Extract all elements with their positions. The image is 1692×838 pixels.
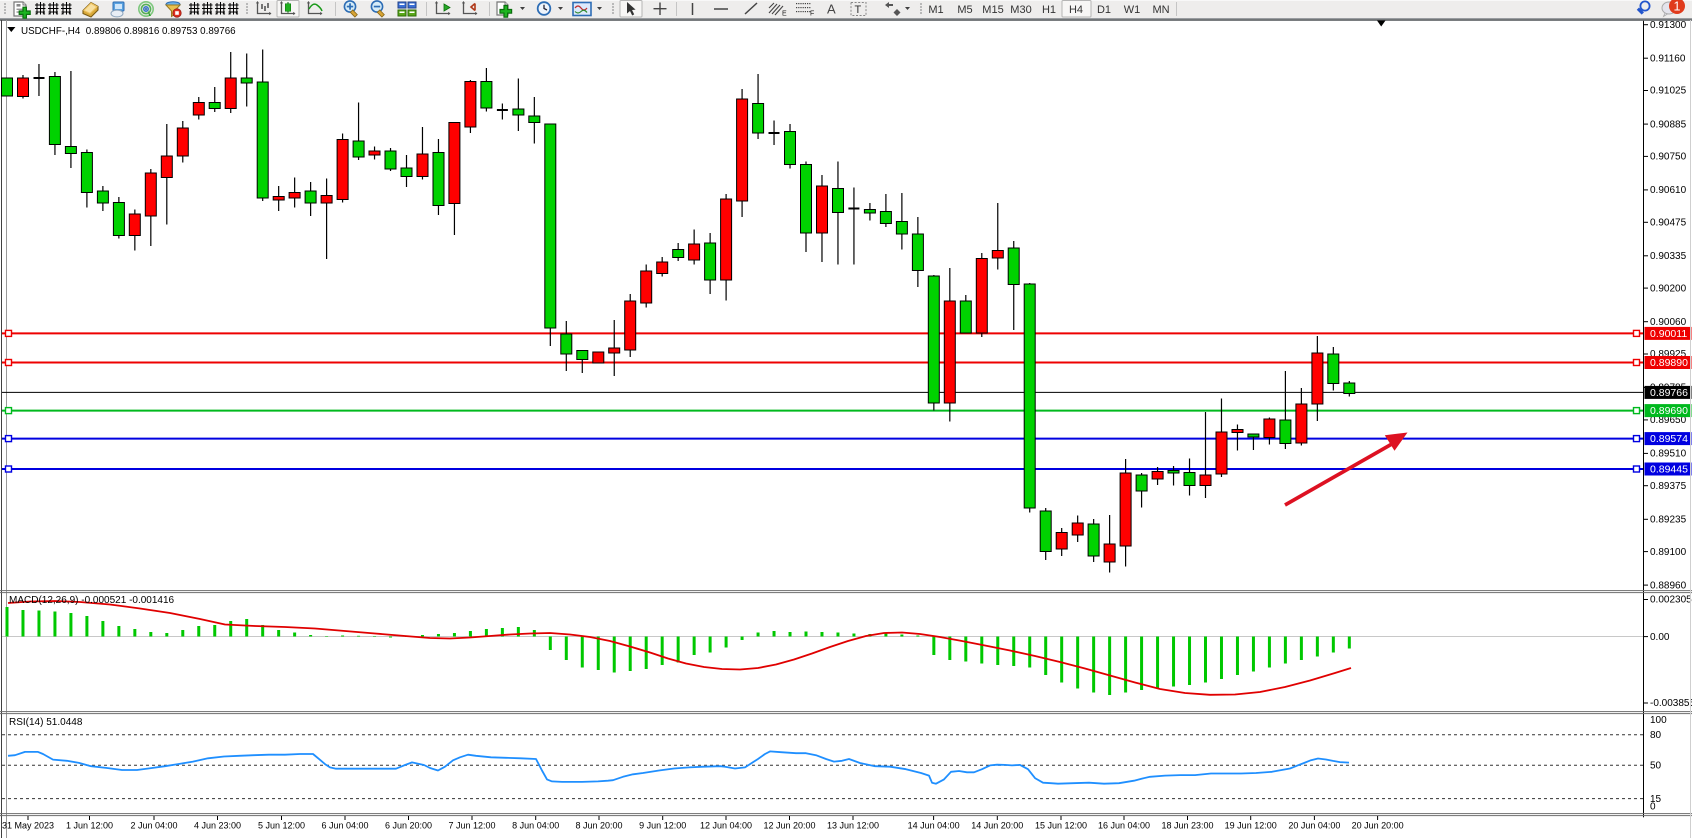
svg-text:0.90885: 0.90885 <box>1650 119 1687 130</box>
svg-text:20 Jun 20:00: 20 Jun 20:00 <box>1352 821 1404 831</box>
svg-text:0.89100: 0.89100 <box>1650 547 1687 558</box>
svg-text:H1: H1 <box>1042 4 1056 16</box>
svg-text:0.89510: 0.89510 <box>1650 449 1687 460</box>
svg-text:7 Jun 12:00: 7 Jun 12:00 <box>448 821 495 831</box>
svg-text:F: F <box>810 11 814 18</box>
svg-text:0.00: 0.00 <box>1650 632 1670 643</box>
svg-text:15: 15 <box>1650 794 1662 805</box>
svg-text:D1: D1 <box>1097 4 1111 16</box>
svg-text:0.90335: 0.90335 <box>1650 251 1687 262</box>
svg-text:15 Jun 12:00: 15 Jun 12:00 <box>1035 821 1087 831</box>
svg-text:0.90610: 0.90610 <box>1650 185 1687 196</box>
svg-text:E: E <box>782 11 787 18</box>
svg-text:0.89925: 0.89925 <box>1650 349 1687 360</box>
svg-text:50: 50 <box>1650 761 1662 772</box>
svg-text:0.89766: 0.89766 <box>1650 387 1688 399</box>
svg-text:H4: H4 <box>1069 4 1083 16</box>
svg-text:12 Jun 04:00: 12 Jun 04:00 <box>700 821 752 831</box>
svg-text:T: T <box>855 4 862 16</box>
svg-text:MN: MN <box>1152 4 1169 16</box>
svg-text:31 May 2023: 31 May 2023 <box>2 821 54 831</box>
svg-text:8 Jun 04:00: 8 Jun 04:00 <box>512 821 559 831</box>
svg-text:0.91025: 0.91025 <box>1650 86 1687 97</box>
svg-text:USDCHF-,H4 0.89806 0.89816 0.: USDCHF-,H4 0.89806 0.89816 0.89753 0.897… <box>21 26 236 37</box>
svg-text:A: A <box>827 2 836 17</box>
svg-text:0.89650: 0.89650 <box>1650 415 1687 426</box>
svg-text:W1: W1 <box>1124 4 1141 16</box>
svg-text:20 Jun 04:00: 20 Jun 04:00 <box>1288 821 1340 831</box>
svg-text:M15: M15 <box>982 4 1003 16</box>
svg-text:RSI(14) 51.0448: RSI(14) 51.0448 <box>9 717 83 728</box>
svg-text:6 Jun 20:00: 6 Jun 20:00 <box>385 821 432 831</box>
svg-text:-0.003855: -0.003855 <box>1650 698 1692 709</box>
svg-text:MACD(12,26,9) -0.000521 -0.001: MACD(12,26,9) -0.000521 -0.001416 <box>9 595 175 606</box>
svg-text:0.002305: 0.002305 <box>1650 595 1692 606</box>
svg-text:4 Jun 23:00: 4 Jun 23:00 <box>194 821 241 831</box>
svg-text:0.88960: 0.88960 <box>1650 580 1687 591</box>
svg-text:100: 100 <box>1650 715 1667 726</box>
svg-text:0.91300: 0.91300 <box>1650 20 1687 31</box>
svg-text:0.91160: 0.91160 <box>1650 53 1686 64</box>
svg-text:M5: M5 <box>957 4 972 16</box>
svg-text:0.89445: 0.89445 <box>1650 464 1688 476</box>
svg-text:0.89890: 0.89890 <box>1650 357 1688 369</box>
svg-text:12 Jun 20:00: 12 Jun 20:00 <box>763 821 815 831</box>
svg-text:2 Jun 04:00: 2 Jun 04:00 <box>130 821 177 831</box>
svg-text:0.90200: 0.90200 <box>1650 283 1687 294</box>
svg-text:0: 0 <box>1650 802 1656 813</box>
svg-text:M30: M30 <box>1010 4 1031 16</box>
svg-text:0.90060: 0.90060 <box>1650 317 1687 328</box>
svg-text:0.90011: 0.90011 <box>1650 328 1687 340</box>
svg-text:18 Jun 23:00: 18 Jun 23:00 <box>1161 821 1213 831</box>
svg-text:M1: M1 <box>928 4 943 16</box>
svg-text:13 Jun 12:00: 13 Jun 12:00 <box>827 821 879 831</box>
svg-text:6 Jun 04:00: 6 Jun 04:00 <box>321 821 368 831</box>
svg-text:14 Jun 04:00: 14 Jun 04:00 <box>908 821 960 831</box>
svg-text:0.89574: 0.89574 <box>1650 433 1688 445</box>
svg-text:19 Jun 12:00: 19 Jun 12:00 <box>1225 821 1277 831</box>
svg-text:0.90475: 0.90475 <box>1650 218 1687 229</box>
svg-text:5 Jun 12:00: 5 Jun 12:00 <box>258 821 305 831</box>
svg-text:0.90750: 0.90750 <box>1650 152 1687 163</box>
svg-text:0.89375: 0.89375 <box>1650 481 1687 492</box>
svg-text:0.89235: 0.89235 <box>1650 515 1687 526</box>
svg-text:16 Jun 04:00: 16 Jun 04:00 <box>1098 821 1150 831</box>
svg-text:0.89690: 0.89690 <box>1650 405 1688 417</box>
svg-text:9 Jun 12:00: 9 Jun 12:00 <box>639 821 686 831</box>
svg-text:8 Jun 20:00: 8 Jun 20:00 <box>575 821 622 831</box>
svg-text:1: 1 <box>1674 0 1681 13</box>
svg-text:80: 80 <box>1650 730 1662 741</box>
svg-text:14 Jun 20:00: 14 Jun 20:00 <box>971 821 1023 831</box>
svg-text:1 Jun 12:00: 1 Jun 12:00 <box>66 821 113 831</box>
